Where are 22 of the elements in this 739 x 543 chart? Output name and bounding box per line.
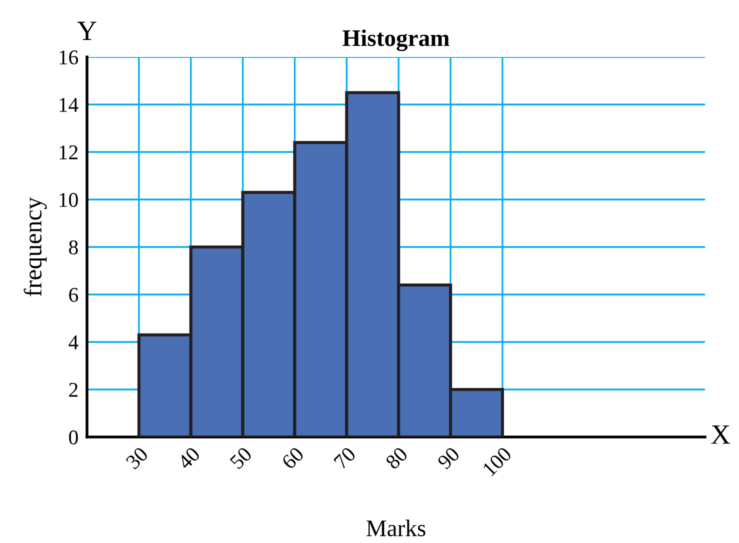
x-tick-label: 30 [125,446,149,470]
x-tick-label: 60 [281,446,305,470]
y-tick-label: 10 [60,192,78,207]
x-tick-label: 50 [229,446,253,470]
x-tick-label: 90 [436,446,460,470]
y-tick-label: 2 [69,382,78,397]
y-axis-title: frequency [24,197,47,296]
text: X [711,425,730,444]
x-tick-label: 80 [384,446,408,470]
y-tick-label: 8 [69,240,78,254]
y-tick-label: 16 [60,50,78,64]
x-tick-label: 40 [176,446,201,470]
x-axis-title: Marks [366,520,426,536]
x-tick-label: 70 [333,446,356,470]
x-tick-label: 100 [482,446,512,476]
y-tick-label: 14 [60,98,78,112]
y-tick-label: 4 [68,336,78,350]
y-tick-label: 12 [60,145,78,160]
text: Y [77,22,96,40]
chart-title: Histogram [342,30,450,52]
y-tick-label: 0 [69,430,78,444]
y-tick-label: 6 [69,288,78,302]
